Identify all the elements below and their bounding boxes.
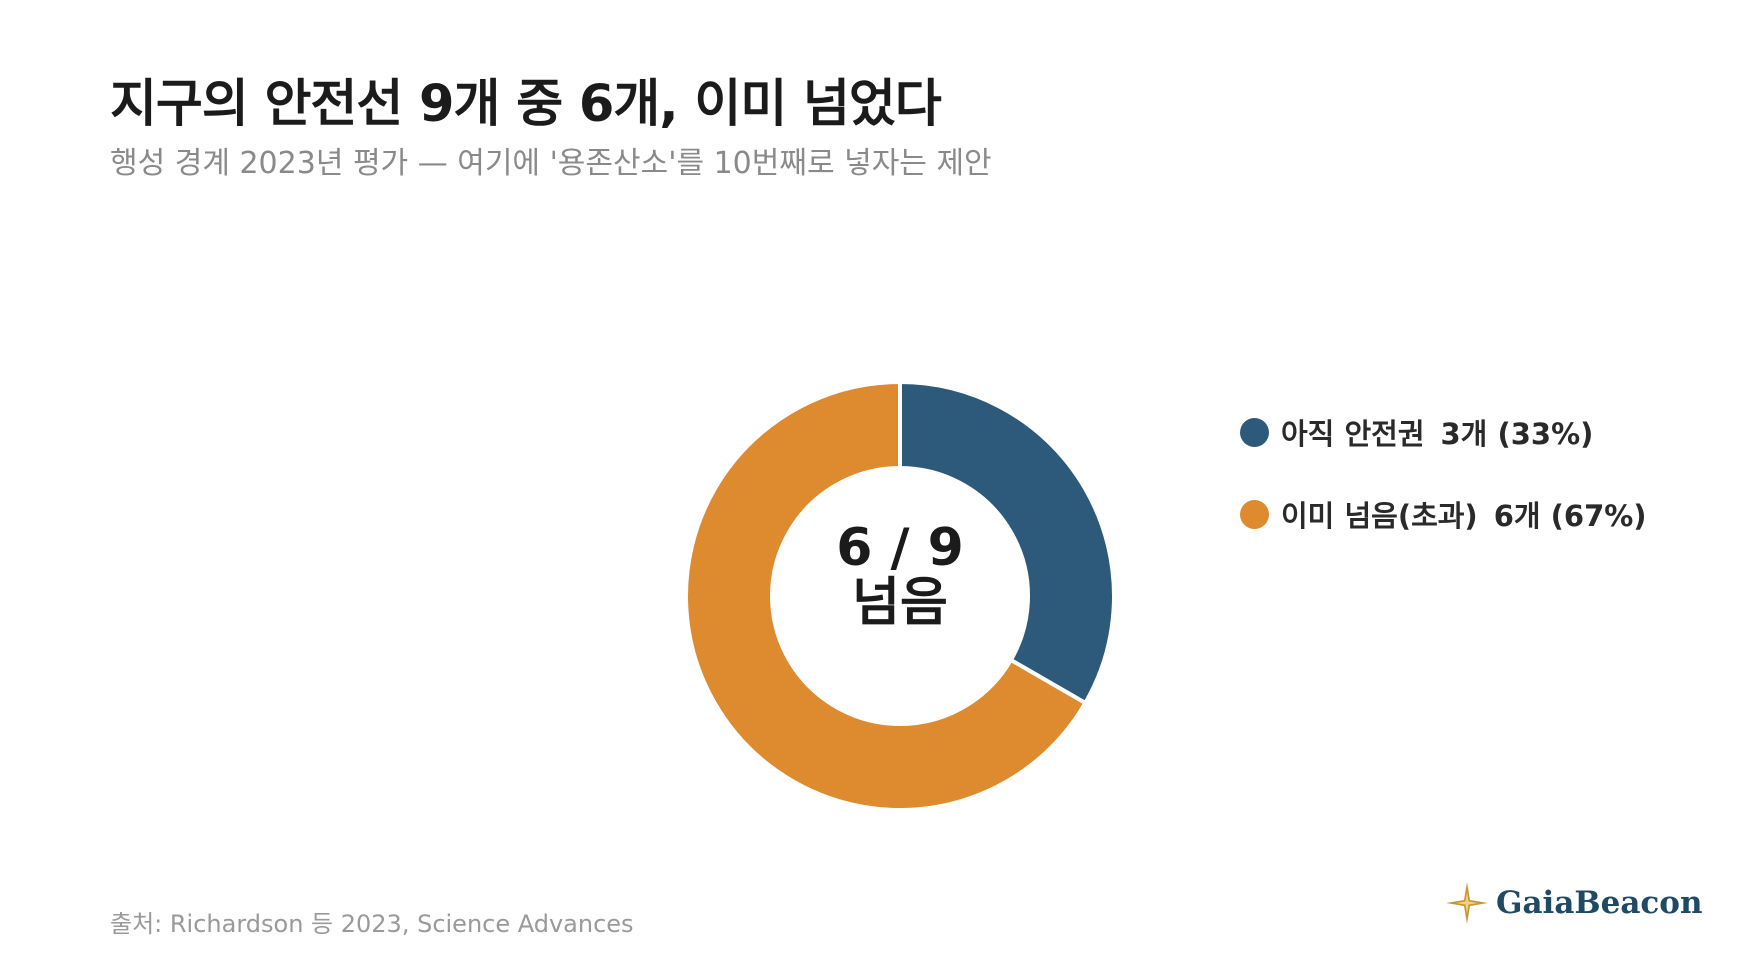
chart-title: 지구의 안전선 9개 중 6개, 이미 넘었다 <box>110 75 942 134</box>
brand-name: GaiaBeacon <box>1496 885 1703 921</box>
center-label-text: 넘음 <box>852 573 948 633</box>
legend-item-safe: 아직 안전권 3개 (33%) <box>1240 412 1647 452</box>
chart-subtitle: 행성 경계 2023년 평가 — 여기에 '용존산소'를 10번째로 넣자는 제… <box>110 146 992 181</box>
legend-swatch-exceeded <box>1240 499 1269 529</box>
donut-slice-exceeded <box>684 379 1089 812</box>
donut-slice-safe <box>898 379 1116 706</box>
source-note: 출처: Richardson 등 2023, Science Advances <box>110 910 634 938</box>
chart-legend: 아직 안전권 3개 (33%) 이미 넘음(초과) 6개 (67%) <box>1240 412 1647 576</box>
center-label-ratio: 6 / 9 <box>836 518 964 578</box>
legend-item-exceeded: 이미 넘음(초과) 6개 (67%) <box>1240 494 1647 534</box>
donut-slices <box>684 379 1116 812</box>
brand-logo: GaiaBeacon <box>1444 880 1703 926</box>
compass-star-icon <box>1446 882 1488 924</box>
legend-swatch-safe <box>1240 417 1269 447</box>
legend-value-exceeded: 6개 (67%) <box>1493 499 1647 533</box>
legend-value-safe: 3개 (33%) <box>1440 417 1594 451</box>
legend-label-exceeded: 이미 넘음(초과) <box>1281 499 1478 533</box>
legend-label-safe: 아직 안전권 <box>1281 417 1425 451</box>
